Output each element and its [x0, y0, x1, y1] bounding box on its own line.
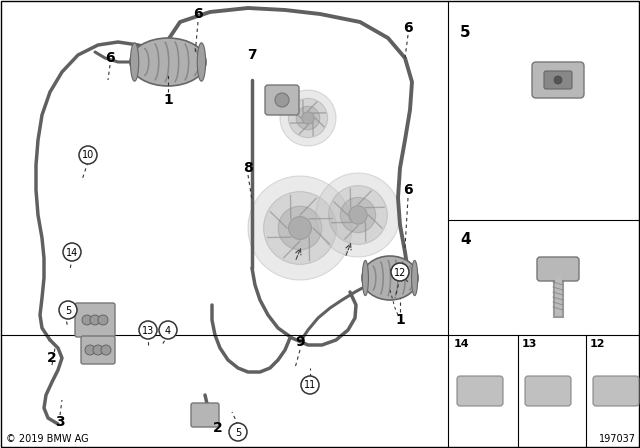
Text: 7: 7: [247, 48, 257, 62]
Ellipse shape: [197, 43, 205, 81]
Circle shape: [349, 206, 367, 224]
FancyBboxPatch shape: [191, 403, 219, 427]
Circle shape: [296, 106, 320, 130]
Circle shape: [159, 321, 177, 339]
Text: 1: 1: [395, 313, 405, 327]
Circle shape: [264, 192, 337, 264]
Text: 8: 8: [243, 161, 253, 175]
Text: © 2019 BMW AG: © 2019 BMW AG: [6, 434, 88, 444]
Text: 12: 12: [590, 339, 605, 349]
Circle shape: [229, 423, 247, 441]
Circle shape: [79, 146, 97, 164]
Circle shape: [302, 112, 314, 124]
Circle shape: [248, 176, 352, 280]
Text: 4: 4: [165, 326, 171, 336]
Circle shape: [139, 321, 157, 339]
Text: 13: 13: [142, 326, 154, 336]
Ellipse shape: [362, 256, 418, 300]
Circle shape: [90, 315, 100, 325]
Circle shape: [280, 90, 336, 146]
Text: 6: 6: [403, 21, 413, 35]
Text: 11: 11: [304, 380, 316, 391]
Circle shape: [85, 345, 95, 355]
Circle shape: [278, 206, 322, 250]
Text: 13: 13: [522, 339, 538, 349]
Text: 2: 2: [213, 421, 223, 435]
FancyBboxPatch shape: [593, 376, 639, 406]
Circle shape: [59, 301, 77, 319]
Ellipse shape: [131, 43, 139, 81]
FancyBboxPatch shape: [265, 85, 299, 115]
Circle shape: [289, 99, 328, 138]
Circle shape: [82, 315, 92, 325]
Text: 5: 5: [65, 306, 71, 315]
Text: 2: 2: [47, 351, 57, 365]
Text: 10: 10: [82, 151, 94, 160]
FancyBboxPatch shape: [457, 376, 503, 406]
Circle shape: [391, 263, 409, 281]
Circle shape: [328, 185, 387, 245]
Circle shape: [289, 216, 312, 239]
FancyBboxPatch shape: [532, 62, 584, 98]
FancyBboxPatch shape: [75, 303, 115, 337]
Circle shape: [340, 198, 376, 233]
Text: 3: 3: [55, 415, 65, 429]
FancyBboxPatch shape: [537, 257, 579, 281]
Text: 9: 9: [295, 335, 305, 349]
FancyBboxPatch shape: [525, 376, 571, 406]
Circle shape: [98, 315, 108, 325]
Text: 6: 6: [193, 7, 203, 21]
Circle shape: [554, 76, 562, 84]
FancyBboxPatch shape: [544, 71, 572, 89]
Text: 6: 6: [403, 183, 413, 197]
Circle shape: [301, 376, 319, 394]
Text: 1: 1: [163, 93, 173, 107]
Text: 14: 14: [66, 247, 78, 258]
Text: 4: 4: [460, 232, 470, 247]
Ellipse shape: [412, 260, 418, 296]
Text: 14: 14: [454, 339, 470, 349]
Circle shape: [275, 93, 289, 107]
Text: 197037: 197037: [599, 434, 636, 444]
Circle shape: [93, 345, 103, 355]
Text: 12: 12: [394, 267, 406, 277]
Ellipse shape: [130, 38, 206, 86]
Circle shape: [101, 345, 111, 355]
Circle shape: [316, 173, 400, 257]
Text: 5: 5: [460, 25, 470, 40]
FancyBboxPatch shape: [81, 336, 115, 364]
Text: 5: 5: [235, 427, 241, 438]
Text: 6: 6: [105, 51, 115, 65]
Circle shape: [63, 243, 81, 261]
Ellipse shape: [362, 260, 369, 296]
